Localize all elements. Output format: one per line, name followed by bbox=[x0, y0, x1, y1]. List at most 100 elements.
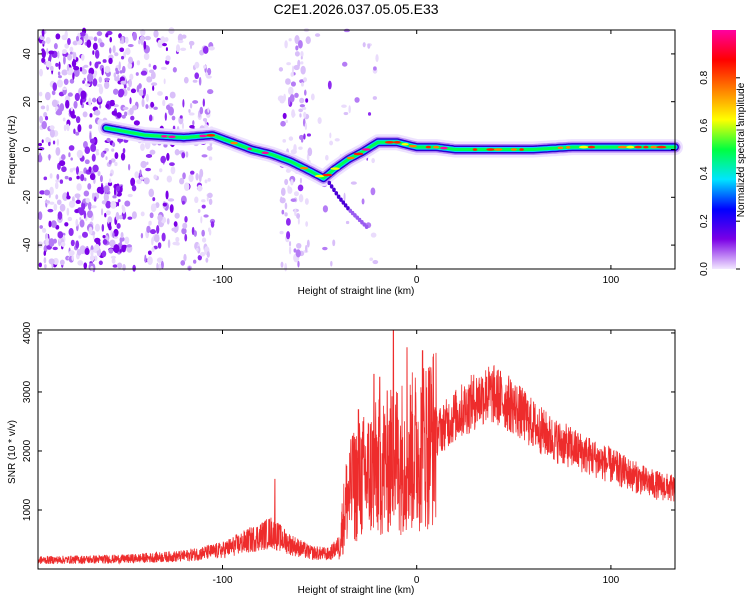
speckle-dot bbox=[115, 185, 121, 192]
y-tick-label: 40 bbox=[22, 48, 33, 60]
ridge-hotspot bbox=[346, 156, 355, 160]
speckle-dot bbox=[145, 93, 149, 103]
speckle-dot bbox=[45, 37, 51, 44]
speckle-dot bbox=[44, 91, 51, 101]
snr-y-ticks: 1000 2000 3000 4000 bbox=[22, 321, 675, 521]
speckle-dot bbox=[43, 111, 48, 118]
speckle-dot bbox=[89, 254, 95, 262]
branch-dot bbox=[346, 206, 350, 211]
speckle-dot bbox=[102, 59, 107, 63]
speckle-dot bbox=[289, 94, 295, 103]
ridge-hotspot bbox=[587, 145, 596, 149]
speckle-dot bbox=[298, 194, 304, 203]
speckle-dot bbox=[76, 183, 82, 191]
speckle-dot bbox=[201, 154, 208, 158]
speckle-dot bbox=[56, 173, 60, 180]
speckle-dot bbox=[286, 218, 291, 226]
spectrogram-ridge bbox=[98, 120, 683, 230]
speckle-dot bbox=[169, 204, 174, 213]
speckle-dot bbox=[207, 107, 210, 113]
speckle-dot bbox=[164, 37, 169, 42]
speckle-dot bbox=[280, 261, 284, 268]
speckle-dot bbox=[144, 35, 151, 41]
speckle-dot bbox=[284, 212, 288, 217]
speckle-dot bbox=[116, 262, 123, 269]
speckle-dot bbox=[105, 156, 108, 161]
speckle-dot bbox=[115, 211, 120, 221]
speckle-dot bbox=[69, 168, 74, 173]
speckle-dot bbox=[71, 59, 77, 68]
speckle-dot bbox=[124, 236, 130, 245]
speckle-dot bbox=[288, 38, 292, 42]
speckle-dot bbox=[151, 246, 155, 253]
speckle-dot bbox=[148, 188, 155, 198]
ridge-hotspot bbox=[408, 144, 417, 148]
speckle-dot bbox=[90, 266, 94, 271]
speckle-dot bbox=[165, 55, 171, 62]
speckle-dot bbox=[147, 256, 153, 266]
speckle-dot bbox=[94, 223, 101, 232]
speckle-dot bbox=[205, 257, 209, 263]
speckle-dot bbox=[74, 92, 80, 102]
speckle-dot bbox=[54, 181, 59, 190]
speckle-dot bbox=[39, 68, 43, 77]
speckle-dot bbox=[73, 68, 80, 77]
speckle-dot bbox=[303, 133, 306, 140]
speckle-dot bbox=[83, 77, 86, 82]
speckle-dot bbox=[156, 225, 160, 234]
speckle-dot bbox=[101, 223, 105, 232]
speckle-dot bbox=[53, 43, 58, 50]
speckle-dot bbox=[179, 115, 183, 119]
speckle-dot bbox=[288, 136, 294, 141]
speckle-dot bbox=[80, 90, 87, 100]
speckle-dot bbox=[83, 190, 90, 197]
speckle-dot bbox=[286, 62, 291, 66]
speckle-dot bbox=[140, 37, 144, 46]
speckle-dot bbox=[107, 181, 113, 187]
speckle-dot bbox=[149, 149, 156, 155]
speckle-dot bbox=[62, 49, 67, 55]
speckle-dot bbox=[317, 117, 322, 125]
speckle-dot bbox=[51, 90, 56, 96]
speckle-dot bbox=[56, 79, 63, 88]
speckle-dot bbox=[92, 42, 98, 51]
speckle-dot bbox=[173, 221, 178, 227]
speckle-dot bbox=[132, 264, 136, 272]
speckle-dot bbox=[201, 199, 206, 203]
speckle-dot bbox=[207, 177, 211, 182]
ridge-hotspot bbox=[299, 166, 309, 170]
speckle-dot bbox=[207, 192, 213, 199]
speckle-dot bbox=[298, 146, 303, 150]
speckle-dot bbox=[204, 118, 208, 125]
speckle-dot bbox=[371, 157, 375, 164]
speckle-dot bbox=[369, 257, 374, 261]
speckle-dot bbox=[114, 187, 117, 196]
speckle-dot bbox=[284, 263, 288, 272]
speckle-dot bbox=[296, 213, 301, 219]
speckle-dot bbox=[83, 262, 88, 269]
speckle-dot bbox=[115, 70, 120, 75]
speckle-dot bbox=[93, 36, 98, 42]
speckle-dot bbox=[93, 196, 97, 202]
speckle-dot bbox=[189, 170, 195, 175]
speckle-dot bbox=[299, 104, 306, 108]
ridge-hotspot bbox=[578, 145, 589, 149]
speckle-dot bbox=[72, 72, 75, 80]
speckle-dot bbox=[55, 62, 59, 67]
speckle-dot bbox=[182, 99, 185, 108]
speckle-dot bbox=[334, 138, 340, 142]
speckle-dot bbox=[285, 119, 288, 124]
speckle-dot bbox=[124, 200, 131, 207]
speckle-dot bbox=[197, 184, 203, 192]
speckle-dot bbox=[179, 177, 185, 185]
speckle-dot bbox=[92, 50, 95, 55]
speckle-dot bbox=[87, 183, 92, 190]
x-tick-label: 100 bbox=[603, 275, 620, 286]
branch-dot bbox=[339, 197, 343, 202]
speckle-dot bbox=[99, 42, 105, 48]
spectrogram-y-ticks: -40 -20 0 20 40 bbox=[22, 48, 675, 252]
speckle-dot bbox=[61, 166, 67, 173]
speckle-dot bbox=[207, 89, 214, 95]
speckle-dot bbox=[284, 202, 288, 210]
speckle-dot bbox=[127, 193, 133, 198]
